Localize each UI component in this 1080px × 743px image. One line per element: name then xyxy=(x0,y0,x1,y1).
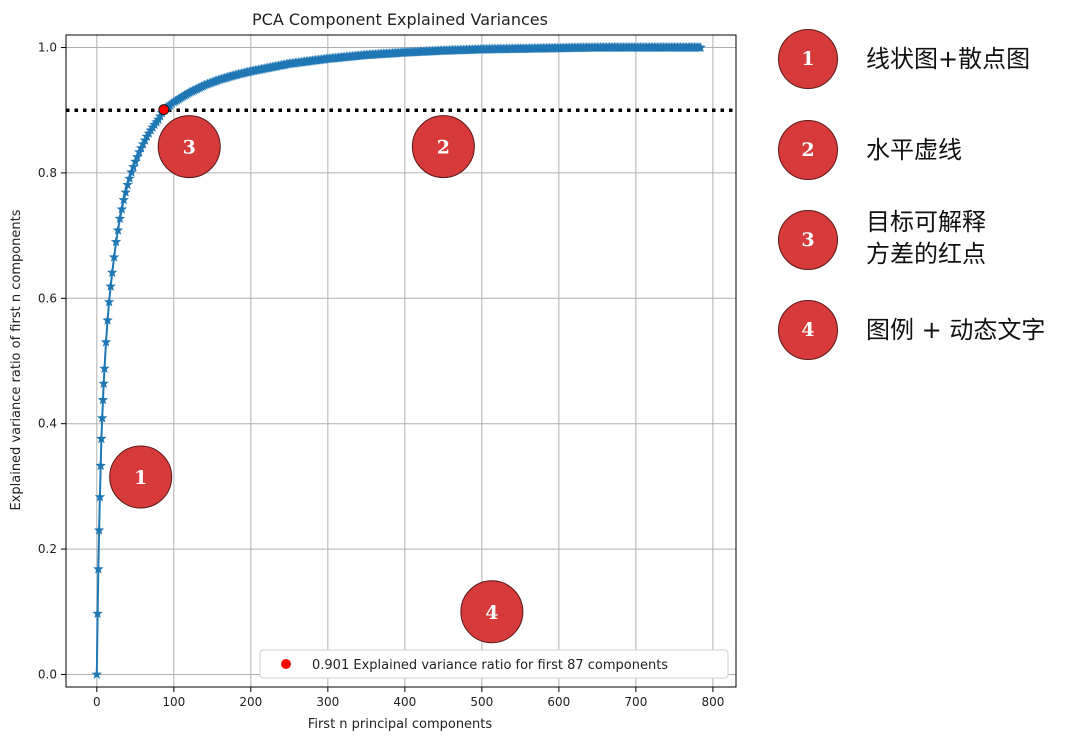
x-tick-label: 500 xyxy=(470,695,493,709)
data-point xyxy=(143,127,154,138)
data-point xyxy=(97,412,108,423)
data-point xyxy=(110,236,122,247)
pca-chart: PCA Component Explained Variances First … xyxy=(9,10,737,732)
data-point xyxy=(135,142,147,153)
chart-title: PCA Component Explained Variances xyxy=(252,10,548,29)
x-tick-label: 800 xyxy=(701,695,724,709)
chart-annotation-markers: 1 2 3 4 xyxy=(109,115,524,644)
data-point xyxy=(105,280,116,291)
annotation-legend-item-3: 3 目标可解释 方差的红点 xyxy=(778,208,1078,274)
data-point xyxy=(94,491,106,502)
x-axis-label: First n principal components xyxy=(308,717,493,732)
data-point xyxy=(93,563,104,574)
data-point xyxy=(118,194,129,205)
data-point xyxy=(114,213,126,224)
data-point xyxy=(244,66,255,77)
annotation-legend-item-2: 2 水平虚线 xyxy=(778,120,1078,184)
data-point xyxy=(93,524,105,535)
annotation-marker-4 xyxy=(460,580,524,644)
y-tick-label: 0.6 xyxy=(38,291,57,305)
annotation-legend-item-1: 1 线状图+散点图 xyxy=(778,29,1078,93)
data-point xyxy=(213,74,224,85)
x-tick-label: 600 xyxy=(547,695,570,709)
y-tick-label: 0.4 xyxy=(38,417,57,431)
data-point xyxy=(96,433,107,444)
data-point xyxy=(130,156,141,167)
data-point xyxy=(122,179,133,190)
data-point xyxy=(126,166,137,177)
annotation-legend-text: 目标可解释 方差的红点 xyxy=(866,208,986,268)
axis-ticks: 0 100 200 300 400 500 600 700 800 0.0 0.2 0.4 0.6 0.8… xyxy=(38,41,724,709)
annotation-legend-number: 1 xyxy=(778,29,838,89)
x-tick-label: 700 xyxy=(624,695,647,709)
data-point xyxy=(91,669,102,679)
x-tick-label: 200 xyxy=(239,695,262,709)
data-point xyxy=(128,161,139,172)
data-point xyxy=(92,608,103,619)
legend-marker xyxy=(281,659,291,669)
annotation-marker-3 xyxy=(157,115,221,179)
data-point xyxy=(163,100,174,111)
data-point xyxy=(98,378,109,388)
y-tick-label: 0.8 xyxy=(38,166,57,180)
data-point xyxy=(100,336,112,347)
data-point xyxy=(120,186,131,197)
legend-box xyxy=(259,649,729,679)
data-point xyxy=(124,173,135,183)
data-point xyxy=(107,267,118,278)
annotation-marker-label: 3 xyxy=(183,137,196,159)
annotation-legend-text: 水平虚线 xyxy=(866,136,962,164)
annotation-marker-2 xyxy=(411,115,475,179)
x-tick-label: 400 xyxy=(393,695,416,709)
annotation-marker-label: 1 xyxy=(134,467,147,489)
annotation-legend-text: 线状图+散点图 xyxy=(866,45,1031,73)
data-point xyxy=(97,394,109,405)
annotation-legend-number: 4 xyxy=(778,300,838,360)
data-point xyxy=(197,80,209,91)
grid-lines xyxy=(66,35,736,687)
x-tick-label: 300 xyxy=(316,695,339,709)
data-point xyxy=(147,122,158,132)
annotation-legend-number: 3 xyxy=(778,210,838,270)
data-point xyxy=(112,224,124,235)
y-tick-label: 0.0 xyxy=(38,667,57,681)
x-tick-label: 0 xyxy=(93,695,101,709)
annotation-legend-text: 图例 + 动态文字 xyxy=(866,316,1046,344)
plot-frame xyxy=(65,34,737,688)
annotation-marker-label: 2 xyxy=(437,137,450,159)
data-point xyxy=(228,70,240,80)
x-tick-label: 100 xyxy=(162,695,185,709)
legend-label: 0.901 Explained variance ratio for first… xyxy=(312,658,668,673)
series-cumulative-variance xyxy=(91,42,706,679)
data-point xyxy=(108,251,120,262)
chart-legend: 0.901 Explained variance ratio for first… xyxy=(259,649,729,679)
data-point xyxy=(693,42,705,52)
target-point xyxy=(158,104,170,116)
annotation-legend-number: 2 xyxy=(778,120,838,180)
data-point xyxy=(151,116,162,127)
data-point xyxy=(102,314,113,325)
data-point xyxy=(116,203,128,214)
data-point xyxy=(139,134,151,145)
annotation-legend-item-4: 4 图例 + 动态文字 xyxy=(778,300,1078,364)
data-point xyxy=(103,296,115,307)
annotation-marker-1 xyxy=(109,445,173,509)
y-axis-label: Explained variance ratio of first n comp… xyxy=(9,209,24,510)
data-point xyxy=(166,98,178,109)
data-point xyxy=(99,363,110,373)
y-tick-label: 1.0 xyxy=(38,41,57,55)
y-tick-label: 0.2 xyxy=(38,542,57,556)
annotation-marker-label: 4 xyxy=(485,602,498,624)
data-point xyxy=(132,151,143,162)
data-point xyxy=(182,88,193,99)
data-point xyxy=(95,460,106,471)
